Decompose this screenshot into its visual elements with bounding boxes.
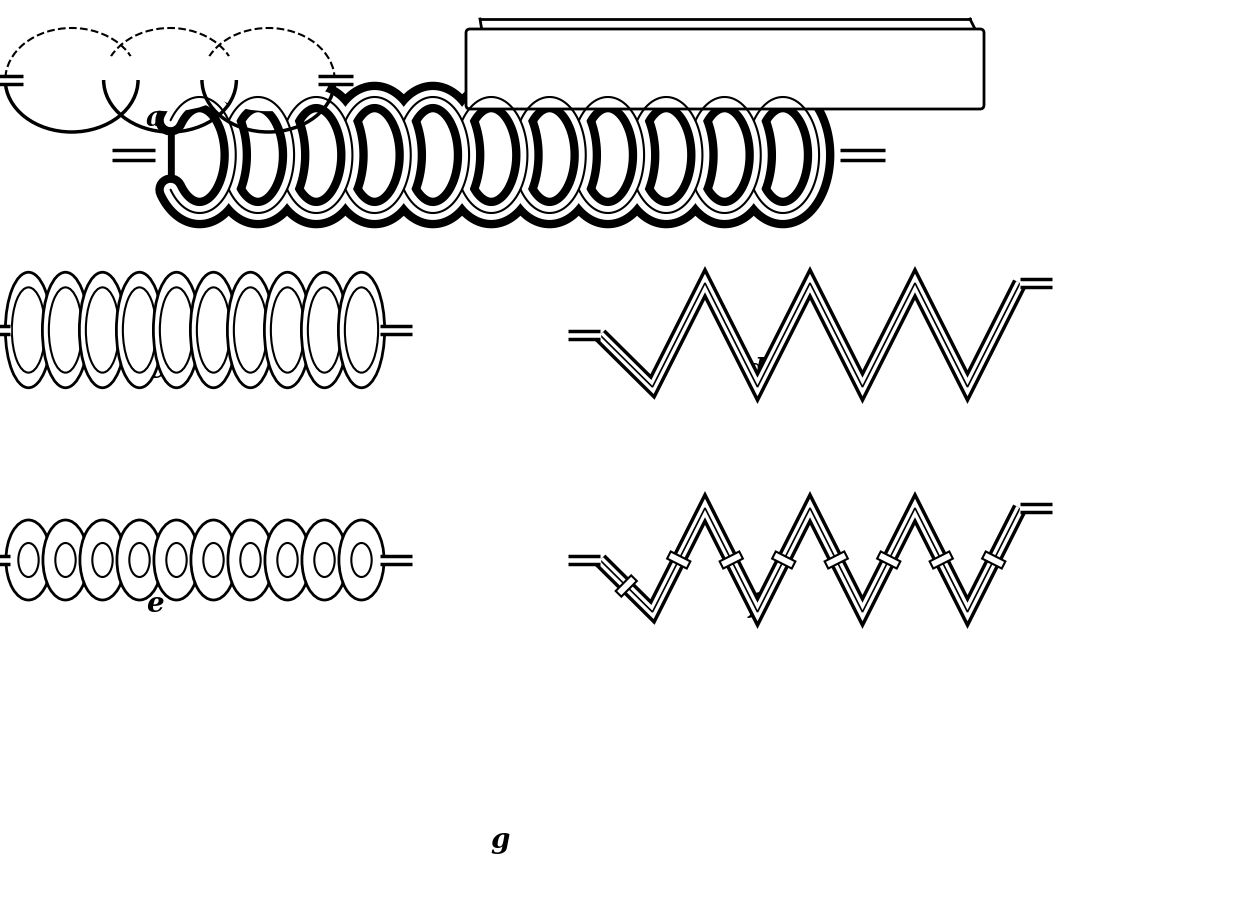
Ellipse shape: [160, 287, 193, 373]
Ellipse shape: [79, 520, 125, 600]
Ellipse shape: [270, 287, 304, 373]
Polygon shape: [0, 556, 10, 564]
Ellipse shape: [5, 272, 52, 388]
Ellipse shape: [264, 272, 311, 388]
Ellipse shape: [12, 287, 45, 373]
Ellipse shape: [197, 287, 231, 373]
Bar: [982, 552, 1006, 569]
Polygon shape: [227, 85, 294, 225]
Polygon shape: [293, 101, 352, 209]
Ellipse shape: [117, 520, 162, 600]
Polygon shape: [839, 150, 885, 160]
Ellipse shape: [234, 287, 267, 373]
Ellipse shape: [301, 272, 347, 388]
Ellipse shape: [278, 543, 298, 577]
Ellipse shape: [11, 49, 133, 112]
Polygon shape: [234, 101, 294, 209]
Ellipse shape: [345, 287, 378, 373]
Ellipse shape: [129, 543, 150, 577]
Polygon shape: [693, 85, 761, 225]
Ellipse shape: [56, 543, 76, 577]
Polygon shape: [112, 150, 155, 160]
Ellipse shape: [191, 272, 237, 388]
Polygon shape: [176, 101, 236, 209]
Ellipse shape: [265, 520, 310, 600]
Ellipse shape: [191, 520, 236, 600]
Polygon shape: [526, 101, 585, 209]
Polygon shape: [701, 101, 761, 209]
Polygon shape: [467, 101, 527, 209]
Polygon shape: [460, 85, 527, 225]
Ellipse shape: [42, 272, 88, 388]
Polygon shape: [402, 85, 469, 225]
Bar: [667, 552, 691, 569]
Polygon shape: [568, 331, 600, 339]
Text: c: c: [146, 356, 164, 383]
Ellipse shape: [48, 287, 82, 373]
Ellipse shape: [166, 543, 187, 577]
Ellipse shape: [314, 543, 335, 577]
Polygon shape: [635, 85, 702, 225]
Bar: [773, 552, 795, 569]
Polygon shape: [751, 85, 820, 225]
Polygon shape: [379, 326, 412, 334]
Text: g: g: [490, 826, 510, 853]
Polygon shape: [518, 85, 585, 225]
Polygon shape: [409, 101, 469, 209]
Ellipse shape: [308, 287, 341, 373]
Ellipse shape: [301, 520, 347, 600]
Ellipse shape: [6, 520, 51, 600]
Text: b: b: [745, 104, 765, 131]
Bar: [825, 552, 848, 569]
Polygon shape: [169, 85, 236, 225]
Ellipse shape: [19, 543, 38, 577]
Ellipse shape: [227, 272, 274, 388]
Polygon shape: [759, 101, 820, 209]
Bar: [877, 552, 900, 569]
Ellipse shape: [79, 272, 125, 388]
Ellipse shape: [154, 272, 200, 388]
Polygon shape: [285, 85, 352, 225]
Ellipse shape: [241, 543, 260, 577]
Ellipse shape: [207, 49, 330, 112]
FancyBboxPatch shape: [466, 29, 985, 109]
Text: e: e: [146, 591, 164, 618]
Ellipse shape: [203, 543, 223, 577]
Text: f: f: [749, 591, 761, 618]
Polygon shape: [379, 556, 412, 564]
Polygon shape: [343, 85, 410, 225]
Ellipse shape: [86, 287, 119, 373]
Ellipse shape: [109, 49, 231, 112]
Polygon shape: [351, 101, 410, 209]
Bar: [719, 552, 743, 569]
Ellipse shape: [117, 272, 162, 388]
Polygon shape: [317, 76, 352, 84]
Text: d: d: [745, 356, 765, 383]
Ellipse shape: [339, 272, 384, 388]
Polygon shape: [1021, 504, 1052, 512]
Polygon shape: [577, 85, 644, 225]
Polygon shape: [1021, 279, 1052, 287]
Ellipse shape: [154, 520, 200, 600]
Bar: [616, 575, 637, 597]
Polygon shape: [642, 101, 702, 209]
Bar: [930, 552, 952, 569]
Polygon shape: [568, 556, 600, 564]
Polygon shape: [0, 326, 10, 334]
Polygon shape: [0, 76, 22, 84]
Ellipse shape: [123, 287, 156, 373]
Polygon shape: [584, 101, 644, 209]
Ellipse shape: [228, 520, 273, 600]
Ellipse shape: [339, 520, 384, 600]
Text: a: a: [146, 104, 164, 131]
Ellipse shape: [351, 543, 372, 577]
Ellipse shape: [92, 543, 113, 577]
Ellipse shape: [43, 520, 88, 600]
